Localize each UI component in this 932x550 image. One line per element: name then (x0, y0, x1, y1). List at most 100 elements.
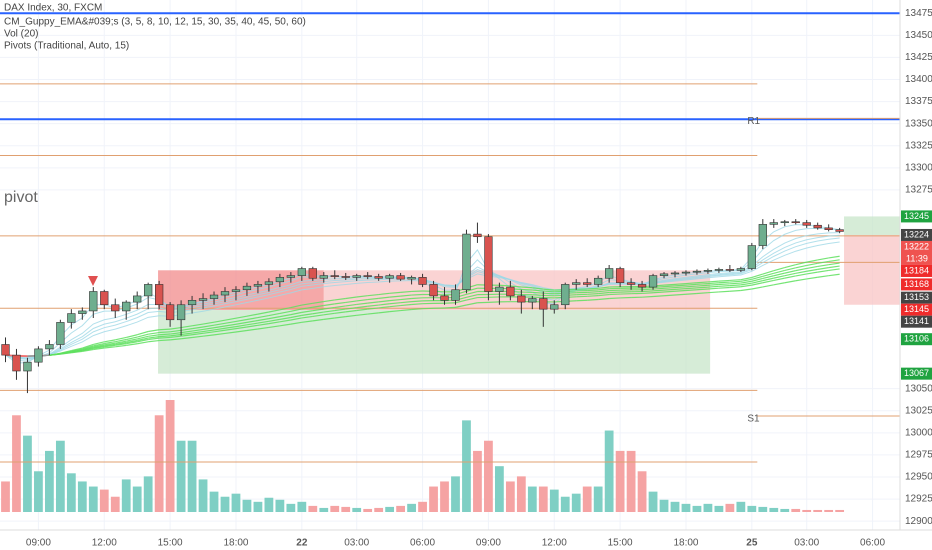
ema-slow (653, 291, 665, 294)
volume-bar (802, 509, 812, 512)
ema-slow (773, 269, 785, 274)
ema-slow (784, 264, 796, 269)
ema-slow (587, 289, 599, 292)
volume-bar (198, 479, 208, 512)
ema-slow (685, 287, 697, 290)
ema-slow (466, 302, 478, 306)
candle-body (330, 275, 339, 277)
candle-body (615, 268, 625, 283)
ema-slow (257, 318, 270, 322)
ema-slow (170, 333, 182, 337)
price-badge (901, 278, 932, 291)
ema-slow (82, 345, 94, 350)
candle-body (253, 284, 263, 287)
candle-body (747, 245, 756, 269)
volume-bar (758, 506, 768, 512)
ema-slow (444, 302, 456, 304)
volume-bar (516, 476, 526, 512)
ema-slow (795, 261, 807, 266)
candle-body (78, 310, 87, 314)
ema-slow (159, 339, 171, 342)
volume-bar (187, 440, 197, 512)
ema-slow (159, 331, 171, 334)
ema-slow (367, 293, 379, 297)
ema-slow (104, 339, 116, 343)
volume-bar (23, 435, 32, 512)
ema-slow (740, 288, 752, 292)
ema-slow (82, 346, 94, 351)
ema-slow (148, 331, 160, 335)
volume-bar (769, 507, 779, 512)
ema-slow (345, 314, 357, 318)
ema-slow (93, 346, 105, 350)
ema-slow (224, 323, 237, 327)
ema-slow (202, 329, 215, 333)
candle-body (155, 284, 164, 306)
candle-body (122, 301, 131, 312)
ema-slow (598, 293, 610, 297)
volume-layer (1, 400, 845, 512)
ema-slow (466, 287, 478, 292)
candle-body (407, 277, 416, 280)
ema-slow (773, 266, 785, 272)
ema-slow (729, 279, 741, 282)
volume-bar (440, 481, 449, 512)
ema-slow (104, 341, 116, 345)
ema-slow (696, 292, 708, 295)
ema-slow (334, 297, 346, 301)
ema-slow (663, 294, 676, 297)
candle-body (440, 295, 449, 301)
range-box (844, 234, 900, 305)
ema-slow (488, 301, 500, 303)
ema-slow (587, 294, 599, 297)
ema-slow (411, 297, 423, 300)
ema-slow (257, 311, 270, 315)
volume-bar (264, 497, 274, 512)
ema-slow (345, 300, 357, 304)
ema-slow (312, 308, 324, 312)
ema-slow (729, 280, 741, 283)
ema-slow (301, 313, 313, 316)
ema-slow (773, 272, 785, 277)
candle-body (539, 298, 548, 310)
ema-slow (663, 286, 676, 289)
ema-slow (235, 326, 248, 330)
ema-slow (466, 290, 478, 295)
ema-slow (246, 322, 259, 326)
ema-slow (246, 324, 259, 328)
y-tick-label: 13450 (905, 30, 932, 41)
volume-bar (385, 506, 395, 512)
ema-slow (213, 329, 226, 333)
ema-slow (181, 325, 193, 329)
ema-slow (718, 281, 730, 284)
volume-bar (703, 503, 713, 512)
volume-bar (418, 501, 427, 512)
ema-slow (126, 338, 138, 342)
ema-slow (192, 335, 204, 339)
ema-slow (323, 317, 335, 320)
ema-slow (642, 295, 654, 298)
price-badge (901, 264, 932, 277)
ema-slow (345, 307, 357, 310)
candle-body (528, 298, 537, 303)
y-tick-label: 12975 (905, 450, 932, 461)
ema-slow (817, 257, 829, 261)
x-tick-label: 18:00 (673, 538, 698, 549)
volume-bar (725, 503, 735, 512)
ema-slow (334, 308, 346, 312)
ema-slow (202, 331, 215, 334)
ema-slow (148, 329, 160, 333)
ema-slow (170, 329, 182, 333)
ema-slow (598, 288, 610, 291)
volume-bar (88, 486, 98, 512)
ema-slow (159, 336, 171, 339)
volume-bar (297, 501, 307, 512)
ema-slow (290, 317, 302, 321)
candle-body (1, 344, 10, 356)
y-tick-label: 13400 (905, 74, 932, 85)
volume-bar (12, 415, 21, 512)
volume-bar (429, 486, 438, 512)
ema-slow (137, 333, 149, 338)
ema-slow (411, 300, 423, 303)
candle-body (495, 286, 504, 292)
